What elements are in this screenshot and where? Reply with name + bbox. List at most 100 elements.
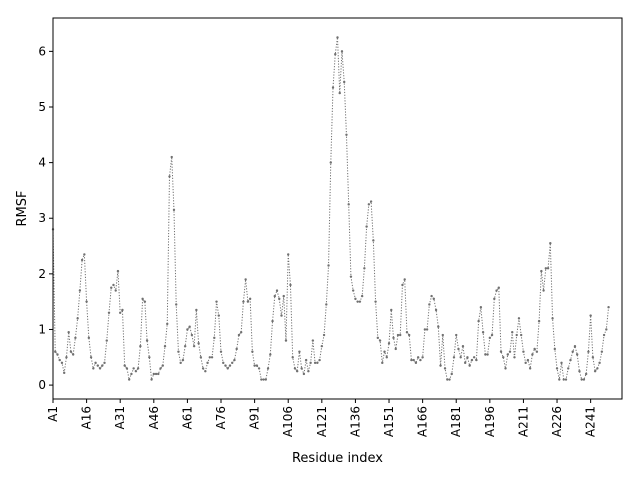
data-point	[143, 300, 147, 303]
data-point	[325, 303, 328, 306]
data-point	[92, 367, 95, 370]
data-point	[114, 289, 117, 292]
data-point	[60, 361, 64, 365]
data-point	[605, 328, 608, 331]
data-point	[127, 378, 131, 381]
data-point	[318, 358, 321, 362]
data-point	[365, 225, 368, 228]
data-point	[291, 356, 294, 359]
data-point	[94, 361, 97, 365]
y-tick-label: 2	[38, 267, 46, 281]
data-point	[383, 350, 386, 353]
data-point	[244, 278, 247, 281]
data-point	[562, 378, 565, 381]
data-point	[452, 356, 456, 359]
data-point	[195, 308, 198, 312]
x-axis-label: Residue index	[292, 451, 383, 466]
data-point	[479, 306, 483, 309]
data-point	[497, 286, 500, 289]
data-point	[466, 356, 469, 359]
data-point	[192, 344, 196, 348]
data-point	[531, 353, 534, 356]
data-point	[450, 372, 453, 376]
data-point	[145, 339, 149, 342]
y-tick-label: 0	[38, 378, 46, 392]
data-point	[74, 336, 77, 340]
data-point	[163, 344, 167, 348]
data-point	[269, 353, 272, 356]
data-point	[403, 278, 406, 281]
data-point	[576, 353, 579, 356]
data-point	[591, 356, 595, 359]
data-point	[166, 322, 169, 326]
data-point	[273, 294, 276, 298]
data-point	[602, 333, 606, 337]
data-point	[284, 339, 288, 342]
data-point	[116, 269, 120, 273]
data-point	[488, 336, 492, 340]
data-point	[96, 364, 100, 367]
data-point	[262, 378, 265, 381]
data-point	[558, 378, 561, 381]
data-point	[584, 372, 588, 376]
data-point	[392, 336, 395, 340]
data-point	[105, 339, 108, 342]
data-point	[121, 308, 124, 312]
data-point	[242, 300, 245, 303]
y-tick-label: 1	[38, 322, 46, 336]
data-point	[87, 336, 91, 340]
data-point	[513, 356, 516, 359]
data-point	[598, 361, 601, 365]
x-axis-ticks: A1 A16 A31 A46 A61 A76 A91 A106 A121 A136 A151 A166…	[46, 399, 598, 437]
y-tick-label: 3	[38, 211, 46, 225]
data-point	[394, 347, 397, 351]
x-tick-label: A211	[516, 406, 530, 437]
data-point	[425, 328, 429, 331]
data-point	[107, 311, 111, 314]
data-point	[150, 378, 153, 381]
data-point	[197, 342, 200, 345]
data-point	[83, 253, 86, 256]
data-point	[448, 378, 451, 381]
data-point	[190, 333, 194, 337]
data-point	[358, 300, 362, 303]
data-point	[201, 367, 205, 370]
data-point	[56, 353, 59, 356]
data-point	[461, 344, 465, 348]
data-point	[260, 378, 263, 381]
data-point	[148, 356, 151, 359]
data-point	[248, 297, 252, 301]
data-point	[573, 344, 577, 348]
data-point	[439, 364, 442, 367]
data-point	[360, 294, 364, 298]
y-tick-label: 4	[38, 156, 46, 170]
data-point	[302, 372, 306, 376]
data-point	[170, 155, 173, 159]
x-tick-label: A181	[449, 406, 463, 437]
data-point	[414, 361, 418, 365]
data-point	[537, 319, 541, 323]
data-point	[152, 372, 156, 376]
data-point	[132, 367, 135, 370]
data-point	[134, 369, 138, 373]
x-tick-label: A16	[80, 406, 94, 429]
data-point	[208, 356, 212, 359]
data-point	[217, 314, 220, 317]
data-point	[387, 342, 391, 345]
data-point	[224, 364, 227, 367]
data-point	[390, 308, 393, 312]
data-point	[206, 361, 209, 365]
data-point	[336, 36, 339, 39]
data-point	[381, 361, 384, 365]
data-point	[257, 367, 261, 370]
x-tick-label: A241	[584, 406, 598, 437]
data-point	[239, 331, 243, 334]
y-tick-label: 5	[38, 100, 46, 114]
data-point	[251, 350, 254, 353]
data-point	[101, 364, 104, 367]
x-tick-label: A136	[348, 406, 362, 437]
data-point	[172, 208, 176, 212]
data-point	[416, 356, 420, 359]
data-point	[80, 258, 84, 262]
